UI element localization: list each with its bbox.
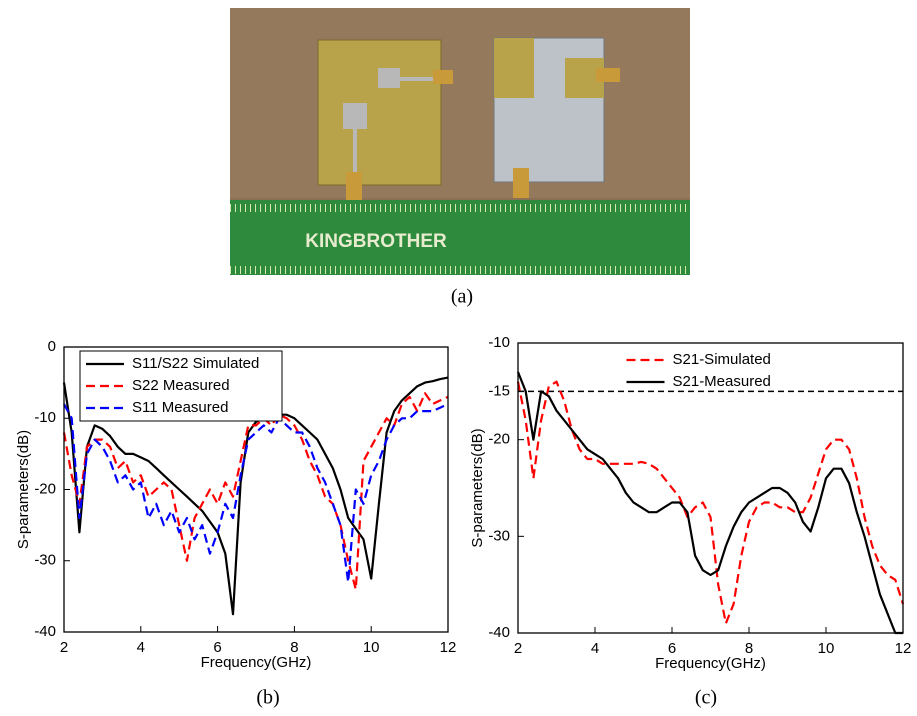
legend-label: S21-Simulated xyxy=(673,351,771,368)
y-tick-label: -15 xyxy=(488,382,510,399)
series-line xyxy=(516,371,903,635)
chart: -10 -15 -20 -30 -402 4 6 8 10 12 Frequency(GHz) S-p… xyxy=(469,334,911,672)
feedline xyxy=(353,129,357,174)
sma-connector xyxy=(596,68,620,82)
patch xyxy=(343,103,367,129)
y-tick-label: -30 xyxy=(34,552,56,569)
ruler xyxy=(230,200,690,275)
y-tick-label: 0 xyxy=(48,338,56,355)
pcb-substrate xyxy=(494,38,534,98)
y-tick-label: -20 xyxy=(488,431,510,448)
feedline xyxy=(400,77,444,81)
ruler-brand: KINGBROTHER xyxy=(305,231,447,252)
x-tick-label: 10 xyxy=(818,640,835,657)
legend-label: S22 Measured xyxy=(132,377,230,394)
y-tick-label: -20 xyxy=(34,480,56,497)
series-line xyxy=(63,403,449,584)
series-line xyxy=(62,392,449,591)
x-tick-label: 10 xyxy=(363,639,380,656)
x-tick-label: 2 xyxy=(514,640,522,657)
plot-frame xyxy=(517,342,904,634)
x-tick-label: 12 xyxy=(895,640,912,657)
series-line xyxy=(62,376,449,616)
legend-label: S11 Measured xyxy=(132,399,228,416)
legend-label: S11/S22 Simulated xyxy=(132,355,259,372)
patch xyxy=(378,68,400,88)
chart: 0 -10 -20 -30 -402 4 6 8 10 12 Frequency(GHz) S-par… xyxy=(15,338,456,671)
caption: (a) xyxy=(451,286,473,308)
plot-frame xyxy=(63,346,449,633)
x-axis-label: Frequency(GHz) xyxy=(201,654,312,671)
sma-connector xyxy=(346,172,362,200)
legend-label: S21-Measured xyxy=(673,373,771,390)
caption: (b) xyxy=(256,687,279,709)
sma-connector xyxy=(433,70,453,84)
x-tick-label: 12 xyxy=(440,639,457,656)
y-tick-label: -10 xyxy=(34,409,56,426)
y-axis-label: S-parameters(dB) xyxy=(469,428,486,547)
x-tick-label: 4 xyxy=(137,639,145,656)
x-tick-label: 6 xyxy=(668,640,676,657)
series-line xyxy=(516,380,905,625)
y-axis-label: S-parameters(dB) xyxy=(15,430,32,549)
x-tick-label: 6 xyxy=(213,639,221,656)
x-axis-label: Frequency(GHz) xyxy=(655,655,766,672)
table-surface xyxy=(230,8,690,198)
x-tick-label: 8 xyxy=(745,640,753,657)
x-tick-label: 2 xyxy=(60,639,68,656)
y-tick-label: -10 xyxy=(488,334,510,351)
legend-frame xyxy=(79,350,283,422)
x-tick-label: 8 xyxy=(290,639,298,656)
pcb-left xyxy=(317,39,442,186)
sma-connector xyxy=(513,168,529,198)
y-tick-label: -40 xyxy=(34,623,56,640)
y-tick-label: -30 xyxy=(488,527,510,544)
caption: (c) xyxy=(695,687,717,709)
photo: KINGBROTHER xyxy=(230,8,690,275)
x-tick-label: 4 xyxy=(591,640,599,657)
y-tick-label: -40 xyxy=(488,624,510,641)
